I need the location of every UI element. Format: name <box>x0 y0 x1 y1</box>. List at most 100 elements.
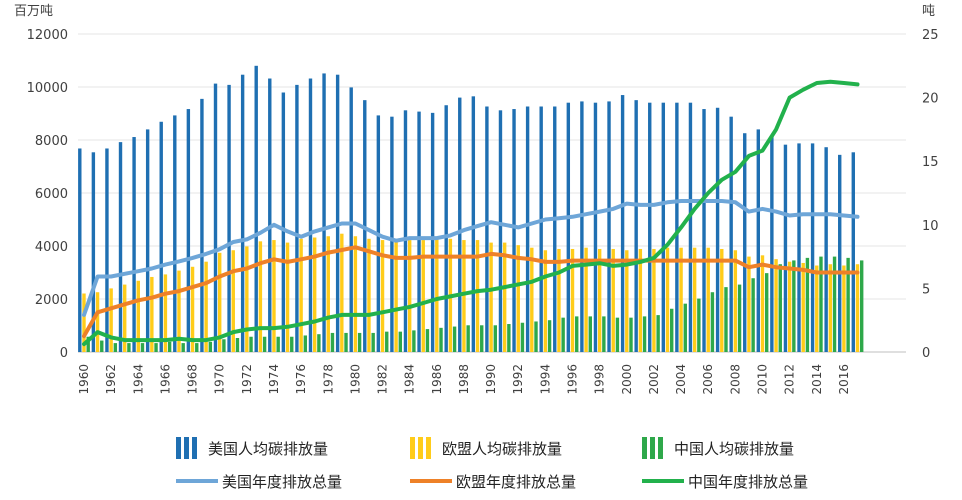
bar-us <box>770 135 774 352</box>
bar-cn <box>290 336 294 352</box>
bar-cn <box>656 315 660 352</box>
bar-us <box>566 102 571 352</box>
bar-cn <box>330 332 335 352</box>
bar-eu <box>787 261 792 352</box>
x-tick-label: 1968 <box>186 364 200 395</box>
bar-us <box>498 110 503 352</box>
x-tick-label: 1982 <box>376 364 390 395</box>
bar-us <box>349 87 353 352</box>
right-axis-label: 吨 <box>922 4 935 19</box>
x-tick-label: 1966 <box>158 364 172 395</box>
bar-us <box>471 96 476 352</box>
x-tick-label: 2002 <box>647 364 661 395</box>
bar-us <box>200 98 204 352</box>
x-tick-label: 1974 <box>267 364 281 395</box>
bar-us <box>634 100 638 352</box>
x-tick-label: 2006 <box>701 364 715 395</box>
bar-cn <box>208 341 213 352</box>
legend-swatch-bar <box>176 437 181 459</box>
bar-cn <box>859 260 864 352</box>
x-tick-label: 1980 <box>348 364 362 395</box>
bar-cn <box>670 308 674 352</box>
x-tick-label: 2016 <box>837 364 851 395</box>
x-tick-label: 1990 <box>484 364 498 395</box>
bar-us <box>308 78 313 353</box>
right-tick-label: 10 <box>922 219 939 234</box>
legend-label: 美国年度排放总量 <box>222 473 342 491</box>
left-axis-ticks: 0 2000 4000 6000 8000 10000 12000 <box>27 28 68 361</box>
bar-us <box>458 97 462 352</box>
legend-swatch-bar <box>410 437 415 459</box>
bar-us <box>553 106 557 352</box>
bar-cn <box>507 324 511 352</box>
bar-eu <box>163 274 168 352</box>
bar-cn <box>765 273 769 352</box>
left-tick-label: 4000 <box>35 240 68 255</box>
bar-eu <box>123 284 127 352</box>
bar-us <box>648 102 652 352</box>
bar-cn <box>832 256 837 352</box>
bar-eu <box>380 240 385 352</box>
bar-eu <box>774 259 778 352</box>
bar-eu <box>842 265 846 352</box>
bar-cn <box>642 316 647 352</box>
line-series <box>82 79 860 347</box>
x-tick-label: 2000 <box>620 364 634 395</box>
left-tick-label: 10000 <box>27 81 68 96</box>
bar-eu <box>502 242 507 352</box>
right-axis-ticks: 0 5 10 15 20 25 <box>922 28 939 361</box>
x-tick-label: 1972 <box>240 364 254 395</box>
bar-us <box>607 101 611 352</box>
bar-eu <box>367 238 371 352</box>
bar-eu <box>543 250 548 352</box>
legend-label: 中国年度排放总量 <box>688 473 808 491</box>
bar-us <box>105 148 109 352</box>
bar-cn <box>520 322 525 352</box>
bar-us <box>702 109 706 352</box>
bar-cn <box>737 284 742 352</box>
x-tick-label: 2008 <box>728 364 742 395</box>
bar-eu <box>421 240 425 352</box>
bar-eu <box>285 242 290 352</box>
bar-us <box>173 115 177 353</box>
bar-eu <box>272 240 276 352</box>
bar-us <box>335 74 340 352</box>
bar-eu <box>340 233 344 352</box>
bar-us <box>512 109 516 352</box>
bar-eu <box>136 280 140 352</box>
x-tick-label: 1976 <box>294 364 308 395</box>
bar-cn <box>846 257 850 352</box>
bar-eu <box>855 264 860 352</box>
bar-cn <box>575 316 579 352</box>
bar-cn <box>493 325 497 352</box>
bar-cn <box>805 257 810 352</box>
bar-us <box>145 129 150 352</box>
bar-eu <box>652 248 656 352</box>
x-tick-label: 1996 <box>566 364 580 395</box>
bar-us <box>797 143 801 352</box>
legend-swatch-bar <box>184 437 189 459</box>
bar-cn <box>751 278 755 352</box>
left-tick-label: 12000 <box>27 28 68 43</box>
bar-eu <box>109 288 113 352</box>
right-tick-label: 0 <box>922 346 930 361</box>
bar-eu <box>530 247 534 352</box>
bar-cn <box>86 336 90 352</box>
bar-eu <box>435 238 439 352</box>
bar-us <box>743 133 747 352</box>
bar-us <box>281 92 286 353</box>
bar-cn <box>778 264 782 352</box>
bar-us <box>240 74 245 352</box>
bar-cn <box>398 331 403 352</box>
legend-label: 欧盟年度排放总量 <box>456 473 576 491</box>
left-tick-label: 6000 <box>35 187 68 202</box>
bar-eu <box>150 276 154 352</box>
legend-swatch-bar <box>650 437 655 459</box>
bar-cn <box>480 325 484 352</box>
x-tick-label: 2004 <box>674 364 688 395</box>
bar-us <box>390 116 394 353</box>
bar-cn <box>195 343 199 352</box>
right-tick-label: 5 <box>922 282 930 297</box>
bar-us <box>688 102 693 352</box>
